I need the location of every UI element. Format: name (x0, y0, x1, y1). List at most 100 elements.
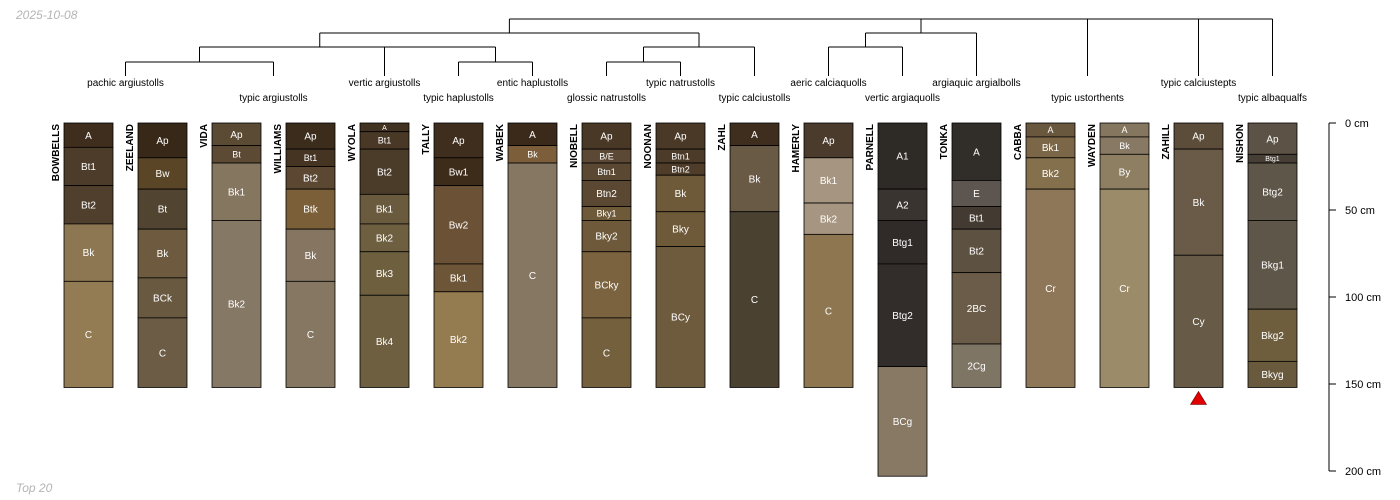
footer-note: Top 20 (16, 481, 53, 495)
horizon-btg2 (877, 263, 928, 368)
horizon-label: Bk (527, 150, 538, 160)
profile-niobell: Ap B/E Btn1 Btn2 Bky1 Bky2 BCky C NIOBELL (569, 122, 632, 388)
horizon-label: B/E (599, 151, 614, 161)
horizon-label: A2 (896, 200, 909, 211)
horizon-label: A1 (896, 152, 909, 163)
horizon-label: Btn2 (596, 189, 617, 200)
profile-name: NIOBELL (569, 124, 580, 168)
profile-name: WILLIAMS (273, 124, 284, 174)
horizon-label: Bky (672, 225, 689, 236)
taxon-label: glossic natrustolls (567, 93, 646, 104)
taxon-label: typic haplustolls (423, 93, 494, 104)
horizon-bk2 (1025, 157, 1076, 190)
warning-triangle-icon (1189, 390, 1208, 405)
horizon-label: Btg2 (892, 311, 913, 322)
horizon-label: BCky (595, 280, 619, 291)
profile-name: HAMERLY (791, 124, 802, 173)
horizon-ap (1173, 122, 1224, 150)
profile-name: ZAHL (717, 124, 728, 151)
profile-name: VIDA (199, 124, 210, 148)
horizon-c (63, 280, 114, 388)
horizon-label: 2BC (967, 304, 986, 315)
horizon-label: Bw (156, 169, 171, 180)
axis-tick-label: 150 cm (1345, 379, 1381, 391)
horizon-bk (729, 145, 780, 213)
horizon-label: Bk2 (450, 335, 468, 346)
horizon-label: Ap (1192, 132, 1205, 143)
horizon-label: A (382, 125, 387, 132)
horizon-bky (655, 211, 706, 247)
taxon-label: typic natrustolls (646, 78, 715, 89)
horizon-label: BCy (671, 313, 690, 324)
horizon-label: Cr (1045, 284, 1056, 295)
horizon-bw (137, 157, 188, 190)
horizon-label: C (159, 348, 166, 359)
horizon-a1 (877, 122, 928, 190)
profile-name: ZAHILL (1161, 124, 1172, 160)
profile-name: WABEK (495, 123, 506, 161)
horizon-label: Ap (600, 132, 613, 143)
profile-noonan: Ap Btn1 Btn2 Bk Bky BCy NOONAN (643, 122, 706, 388)
horizon-a2 (877, 188, 928, 221)
horizon-c (803, 233, 854, 388)
horizon-btg2 (1247, 162, 1298, 221)
horizon-label: Cr (1119, 284, 1130, 295)
horizon-by (1099, 153, 1150, 190)
horizon-label: Ap (674, 132, 687, 143)
horizon-label: Bky2 (595, 232, 618, 243)
horizon-label: Bky1 (596, 209, 616, 219)
horizon-ap (433, 122, 484, 159)
horizon-label: A (973, 147, 980, 158)
date-stamp: 2025-10-08 (16, 8, 78, 22)
horizon-label: Ap (452, 136, 465, 147)
horizon-bk1 (433, 263, 484, 293)
horizon-label: C (751, 295, 758, 306)
horizon-bkyg (1247, 360, 1298, 388)
horizon-label: Bkg2 (1261, 331, 1284, 342)
axis-tick-label: 50 cm (1345, 205, 1375, 217)
horizon-label: Btn1 (597, 167, 616, 177)
horizon-cr (1099, 188, 1150, 388)
taxon-label: vertic argiustolls (349, 78, 421, 89)
horizon-label: Ap (156, 136, 169, 147)
horizon-label: Bt2 (303, 173, 318, 184)
horizon-label: Bk (749, 174, 762, 185)
horizon-c (507, 162, 558, 388)
horizon-bky2 (581, 220, 632, 253)
horizon-label: By (1119, 167, 1131, 178)
horizon-label: Bw1 (449, 167, 469, 178)
horizon-bt2 (359, 148, 410, 195)
horizon-bk1 (803, 157, 854, 204)
horizon-label: Bw2 (449, 220, 469, 231)
horizon-label: Ap (822, 136, 835, 147)
horizon-label: Bt (158, 205, 168, 216)
horizon-label: A (1121, 125, 1127, 135)
horizon-label: Bt2 (377, 167, 392, 178)
profile-name: BOWBELLS (51, 124, 62, 182)
horizon-ap (803, 122, 854, 159)
profile-zahill: Ap Bk Cy ZAHILL (1161, 122, 1224, 405)
horizon-a (63, 122, 114, 148)
horizon-label: Bk (83, 248, 96, 259)
profile-nishon: Ap Btg1 Btg2 Bkg1 Bkg2 Bkyg NISHON (1235, 122, 1298, 388)
horizon-bk2 (211, 220, 262, 388)
profile-name: WAYDEN (1087, 124, 1098, 167)
profile-wabek: A Bk C WABEK (495, 122, 558, 388)
profile-name: ZEELAND (125, 124, 136, 171)
horizon-label: Bt2 (969, 246, 984, 257)
horizon-label: C (603, 348, 610, 359)
horizon-label: Bk (1193, 198, 1206, 209)
horizon-label: Bk2 (820, 214, 838, 225)
horizon-label: Bk (305, 251, 318, 262)
profile-hamerly: Ap Bk1 Bk2 C HAMERLY (791, 122, 854, 388)
horizon-label: Btg2 (1262, 187, 1283, 198)
horizon-label: Bk4 (376, 337, 394, 348)
horizon-label: A (1047, 125, 1053, 135)
taxon-label: vertic argiaquolls (865, 93, 940, 104)
profile-name: TONKA (939, 124, 950, 159)
horizon-ap (655, 122, 706, 150)
horizon-label: Bt1 (81, 162, 96, 173)
horizon-label: Bk3 (376, 269, 394, 280)
taxon-label: typic argiustolls (239, 93, 307, 104)
